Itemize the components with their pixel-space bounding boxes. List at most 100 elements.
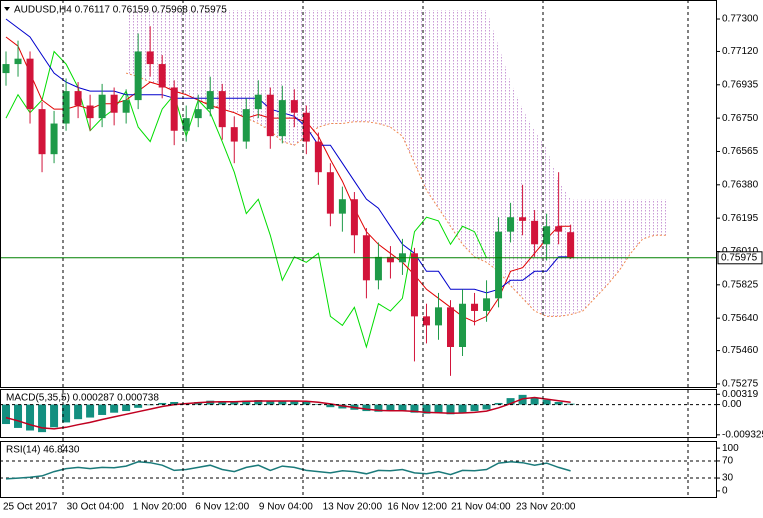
signal-line <box>5 396 571 430</box>
candle-body <box>38 109 46 155</box>
macd-bar <box>458 404 467 413</box>
macd-bar <box>110 404 119 413</box>
macd-bar <box>554 401 563 405</box>
header: AUDUSD,H4 0.76117 0.76159 0.75968 0.7597… <box>14 5 227 16</box>
candle-body <box>122 100 130 113</box>
candle-body <box>158 64 166 88</box>
rsi-frame <box>0 441 717 498</box>
candle-body <box>555 226 563 232</box>
price-panel: 0.77300 0.77120 0.76935 0.76750 0.76565 0.763… <box>0 10 763 390</box>
candle-body <box>110 94 118 113</box>
macd-bar <box>98 404 107 415</box>
candle-body <box>434 307 442 326</box>
rsi-panel: 100 70 30 0 <box>0 443 739 497</box>
x-tick-label: 25 Oct 2017 <box>3 502 58 513</box>
macd-bar <box>482 404 491 410</box>
macd-bar <box>242 400 251 405</box>
macd-bar <box>62 404 71 423</box>
candle-body <box>422 316 430 326</box>
y-tick-label: 0.00319 <box>722 389 759 400</box>
candle-body <box>495 231 503 299</box>
macd-bar <box>74 404 83 420</box>
macd-bar <box>410 404 419 413</box>
x-tick-label: 9 Nov 04:00 <box>259 502 313 513</box>
senkou-span-line <box>125 72 667 317</box>
candle-body <box>278 100 286 137</box>
macd-bar <box>290 401 299 405</box>
macd-bar <box>170 401 179 405</box>
macd-bar <box>14 404 23 428</box>
period-separators <box>62 0 689 497</box>
current-price-box <box>717 251 763 265</box>
macd-title: MACD(5,35,5) 0.000287 0.000738 <box>6 393 159 404</box>
y-tick-label: 0.76935 <box>722 79 759 90</box>
candle-body <box>410 253 418 317</box>
candle-body <box>14 58 22 65</box>
x-tick-label: 30 Oct 04:00 <box>67 502 125 513</box>
y-tick-label: 0 <box>722 486 728 497</box>
candle-body <box>447 307 455 347</box>
macd-bar <box>50 404 59 428</box>
candle-body <box>182 118 190 131</box>
candle-body <box>62 91 70 124</box>
rsi-line <box>5 461 571 480</box>
candle-body <box>338 199 346 214</box>
candle-body <box>266 94 274 137</box>
y-tick-label: 0.75460 <box>722 345 759 356</box>
y-tick-label: 0.00 <box>722 399 742 410</box>
y-tick-label: 0.75640 <box>722 313 759 324</box>
current-price-label: 0.75975 <box>721 252 758 263</box>
candle-body <box>146 51 154 65</box>
candle-body <box>26 58 34 110</box>
y-tick-label: 100 <box>722 443 739 454</box>
y-tick-label: 0.77120 <box>722 46 759 57</box>
candle-body <box>74 91 82 106</box>
rsi-title: RSI(14) 46.8430 <box>6 445 80 456</box>
macd-bar <box>518 394 527 405</box>
macd-bar <box>254 400 263 405</box>
macd-bar <box>326 404 335 408</box>
x-tick-label: 16 Nov 12:00 <box>387 502 447 513</box>
macd-bar <box>542 399 551 405</box>
price-frame <box>0 0 717 388</box>
macd-bar <box>134 404 143 408</box>
x-tick-label: 6 Nov 12:00 <box>195 502 249 513</box>
candle-body <box>543 226 551 245</box>
macd-frame <box>0 389 717 438</box>
macd-bar <box>434 404 443 414</box>
candle-body <box>386 256 394 263</box>
macd-bar <box>302 401 311 405</box>
candle-body <box>302 112 310 142</box>
macd-bar <box>374 404 383 412</box>
macd-bar <box>218 401 227 405</box>
candle-body <box>50 123 58 155</box>
candle-body <box>471 303 479 311</box>
candle-body <box>134 51 142 101</box>
candle-body <box>230 127 238 142</box>
x-tick-label: 1 Nov 20:00 <box>133 502 187 513</box>
candle-body <box>531 220 539 245</box>
macd-bar <box>422 404 431 414</box>
x-tick-label: 13 Nov 20:00 <box>323 502 383 513</box>
candle-body <box>98 94 106 119</box>
y-tick-label: 70 <box>722 456 734 467</box>
candle-body <box>483 298 491 311</box>
candle-body <box>350 199 358 236</box>
header-arrow <box>4 7 10 11</box>
macd-bar <box>230 401 239 405</box>
y-tick-label: 0.76195 <box>722 213 759 224</box>
candle-body <box>290 100 298 113</box>
y-tick-label: 0.75275 <box>722 379 759 390</box>
indicator-line <box>5 50 487 349</box>
macd-bar <box>86 404 95 418</box>
candle-body <box>326 172 334 214</box>
macd-bar <box>530 398 539 405</box>
macd-bar <box>386 404 395 412</box>
candle-body <box>2 64 10 74</box>
macd-bar <box>398 404 407 411</box>
y-tick-label: 0.76565 <box>722 146 759 157</box>
candle-body <box>507 217 515 232</box>
candle-body <box>218 91 226 128</box>
macd-bar <box>26 404 35 431</box>
